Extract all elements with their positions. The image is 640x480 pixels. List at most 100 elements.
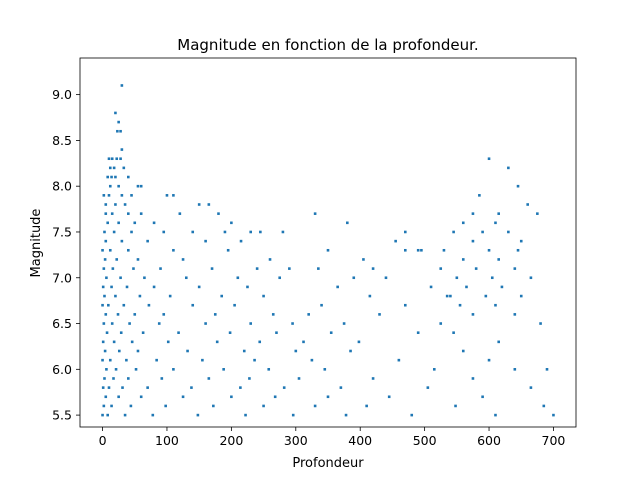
- data-point: [282, 386, 286, 389]
- data-point: [465, 285, 468, 289]
- data-point: [365, 404, 368, 408]
- data-point: [281, 230, 285, 234]
- data-point: [108, 166, 112, 170]
- data-point: [230, 395, 233, 399]
- data-point: [136, 258, 140, 261]
- data-point: [313, 404, 317, 408]
- data-point: [458, 303, 462, 307]
- data-point: [107, 194, 111, 197]
- data-point: [471, 313, 475, 316]
- data-point: [102, 322, 106, 325]
- data-point: [111, 267, 115, 270]
- y-tick-label: 7.0: [52, 270, 72, 285]
- data-point: [119, 276, 122, 280]
- data-point: [196, 413, 200, 417]
- data-point: [317, 267, 320, 270]
- y-tick-label: 6.5: [52, 316, 72, 331]
- data-point: [102, 267, 106, 270]
- data-point: [420, 248, 423, 252]
- data-point: [127, 377, 130, 380]
- data-point: [519, 239, 523, 243]
- data-point: [108, 184, 112, 188]
- data-point: [207, 377, 211, 380]
- data-point: [410, 413, 414, 417]
- data-point: [123, 413, 127, 417]
- data-point: [529, 276, 533, 280]
- data-point: [101, 303, 104, 307]
- data-point: [371, 377, 375, 380]
- data-point: [302, 340, 305, 344]
- y-tick-label: 6.0: [52, 362, 72, 377]
- x-tick-label: 600: [477, 433, 501, 448]
- data-point: [132, 267, 135, 270]
- data-point: [119, 129, 122, 133]
- data-point: [307, 313, 310, 316]
- data-point: [114, 368, 118, 371]
- data-point: [346, 221, 349, 225]
- data-point: [125, 358, 128, 362]
- data-point: [101, 413, 104, 417]
- data-point: [288, 267, 291, 270]
- data-point: [368, 294, 372, 298]
- data-point: [172, 194, 175, 197]
- data-point: [120, 194, 124, 197]
- data-point: [110, 285, 113, 289]
- data-point: [326, 248, 330, 252]
- data-point: [416, 331, 420, 334]
- data-point: [155, 358, 158, 362]
- data-point: [106, 413, 109, 417]
- data-point: [107, 386, 111, 389]
- data-point: [130, 194, 133, 197]
- data-point: [121, 386, 124, 389]
- data-point: [342, 322, 346, 325]
- data-point: [178, 212, 182, 215]
- data-point: [513, 267, 517, 270]
- data-point: [519, 294, 523, 298]
- x-tick-label: 0: [99, 433, 107, 448]
- data-point: [516, 184, 520, 188]
- data-point: [108, 248, 112, 252]
- data-point: [239, 239, 243, 243]
- data-point: [152, 285, 156, 289]
- data-point: [249, 322, 252, 325]
- data-point: [539, 322, 542, 325]
- data-point: [103, 294, 106, 298]
- data-point: [253, 358, 256, 362]
- data-point: [103, 230, 106, 234]
- data-point: [172, 368, 175, 371]
- data-point: [329, 331, 333, 334]
- data-point: [461, 349, 465, 353]
- data-point: [222, 368, 225, 371]
- data-point: [117, 395, 120, 399]
- data-point: [239, 386, 242, 389]
- data-point: [490, 276, 494, 280]
- data-point: [273, 395, 277, 399]
- data-point: [426, 386, 430, 389]
- data-point: [268, 258, 272, 261]
- data-point: [452, 331, 455, 334]
- data-point: [233, 303, 236, 307]
- data-point: [244, 413, 247, 417]
- data-point: [494, 413, 497, 417]
- data-point: [445, 294, 449, 298]
- data-point: [454, 404, 457, 408]
- data-point: [197, 285, 201, 289]
- data-point: [278, 276, 281, 280]
- data-point: [432, 368, 436, 371]
- x-tick-label: 500: [413, 433, 437, 448]
- data-point: [110, 212, 114, 215]
- data-point: [181, 258, 185, 261]
- data-point: [105, 276, 108, 280]
- data-point: [110, 157, 114, 161]
- data-point: [545, 368, 549, 371]
- data-point: [101, 285, 105, 289]
- data-point: [387, 395, 391, 399]
- data-point: [115, 258, 119, 261]
- data-point: [110, 322, 114, 325]
- y-tick-label: 9.0: [52, 87, 72, 102]
- data-point: [162, 313, 166, 316]
- data-point: [146, 386, 149, 389]
- data-point: [471, 212, 475, 215]
- x-axis-label: Profondeur: [292, 456, 364, 471]
- data-point: [139, 395, 143, 399]
